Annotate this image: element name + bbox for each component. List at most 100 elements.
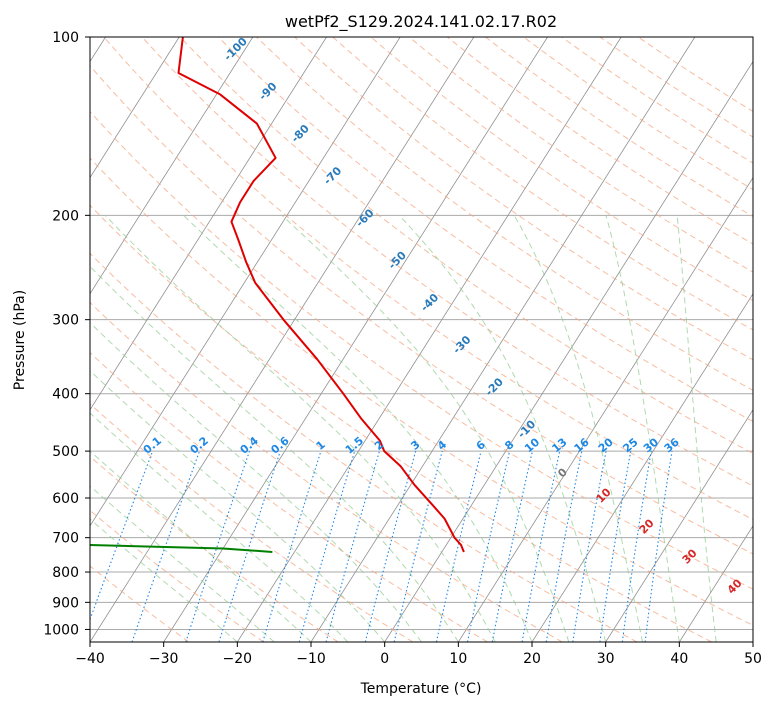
mixing-ratio-line bbox=[325, 450, 380, 642]
moist-adiabat-line bbox=[676, 215, 717, 642]
y-tick-label: 200 bbox=[52, 208, 79, 224]
x-tick-label: −20 bbox=[223, 651, 253, 667]
mixing-ratio-label: 20 bbox=[596, 435, 616, 455]
dry-adiabat-line bbox=[90, 157, 753, 627]
isotherm-line bbox=[163, 37, 548, 642]
dry-adiabat-line bbox=[90, 252, 638, 642]
dry-adiabat-label: 20 bbox=[637, 516, 657, 536]
x-tick-label: 10 bbox=[449, 651, 467, 667]
moist-adiabat-line bbox=[90, 321, 422, 642]
y-tick-label: 700 bbox=[52, 531, 79, 547]
mixing-ratio-line bbox=[435, 450, 482, 642]
isotherm-line bbox=[90, 37, 254, 295]
mixing-ratio-label: 4 bbox=[435, 438, 449, 453]
dry-adiabat-label: -50 bbox=[386, 248, 409, 271]
temperature-profile-line bbox=[177, 37, 465, 553]
y-tick-label: 600 bbox=[52, 491, 79, 507]
mixing-ratio-label: 1.5 bbox=[343, 434, 366, 456]
mixing-ratio-label: 0.1 bbox=[141, 434, 164, 456]
y-tick-label: 300 bbox=[52, 313, 79, 329]
dewpoint-profile-line bbox=[90, 543, 273, 553]
moist-adiabat-line bbox=[90, 412, 349, 642]
moist-adiabat-line bbox=[90, 370, 386, 642]
mixing-ratio-label: 13 bbox=[549, 436, 569, 456]
dry-adiabat-label: 30 bbox=[680, 546, 700, 566]
chart-title: wetPf2_S129.2024.141.02.17.R02 bbox=[285, 12, 557, 32]
mixing-ratio-line bbox=[545, 450, 583, 642]
mixing-ratio-label: 0.6 bbox=[268, 434, 292, 457]
y-tick-label: 1000 bbox=[43, 622, 79, 638]
moist-adiabat-line bbox=[90, 450, 312, 642]
mixing-ratio-label: 0.2 bbox=[188, 434, 211, 456]
dry-adiabat-label: -20 bbox=[483, 375, 506, 398]
dry-adiabat-label: -100 bbox=[221, 35, 250, 64]
background-grid bbox=[90, 37, 753, 642]
mixing-ratio-label: 6 bbox=[474, 438, 488, 453]
data-layer bbox=[90, 37, 465, 553]
moist-adiabat-line bbox=[90, 485, 275, 642]
dry-adiabat-line bbox=[90, 565, 190, 642]
moist-adiabat-line bbox=[90, 265, 459, 642]
isotherm-line bbox=[531, 292, 753, 642]
mixing-ratio-line bbox=[466, 450, 511, 642]
y-tick-label: 500 bbox=[52, 444, 79, 460]
dry-adiabat-line bbox=[90, 110, 753, 590]
dry-adiabat-line bbox=[90, 301, 563, 642]
mixing-ratio-line bbox=[185, 450, 251, 642]
dry-adiabat-line bbox=[90, 455, 339, 642]
mixing-ratio-label: 16 bbox=[572, 435, 592, 455]
x-tick-label: 50 bbox=[744, 651, 762, 667]
isotherm-line bbox=[605, 409, 753, 642]
isotherm-line bbox=[90, 37, 327, 411]
y-tick-label: 100 bbox=[52, 30, 79, 46]
y-tick-label: 400 bbox=[52, 387, 79, 403]
x-tick-label: −30 bbox=[149, 651, 179, 667]
dry-adiabat-label: -80 bbox=[289, 122, 312, 145]
dry-adiabat-label: 40 bbox=[725, 576, 745, 596]
y-tick-label: 800 bbox=[52, 565, 79, 581]
dry-adiabat-line bbox=[408, 37, 753, 273]
dry-adiabat-line bbox=[217, 37, 753, 423]
mixing-ratio-line bbox=[621, 451, 652, 642]
isotherm-line bbox=[90, 37, 180, 179]
dry-adiabat-line bbox=[446, 37, 753, 245]
mixing-ratio-line bbox=[644, 451, 673, 642]
isotherm-line bbox=[90, 37, 401, 527]
line-labels: 0.1 0.2 0.4 0.6 1 1.5 2 3 4 6 8 10 13 16 20 25 30 36-100-… bbox=[141, 35, 745, 597]
dry-adiabat-label: -70 bbox=[321, 164, 344, 187]
dry-adiabat-line bbox=[90, 509, 264, 642]
x-tick-label: −10 bbox=[296, 651, 326, 667]
y-axis-label: Pressure (hPa) bbox=[12, 290, 28, 390]
x-tick-label: 0 bbox=[380, 651, 389, 667]
moist-adiabat-line bbox=[281, 214, 570, 642]
moist-adiabat-line bbox=[104, 214, 496, 642]
plot-frame bbox=[89, 36, 754, 643]
mixing-ratio-label: 0.4 bbox=[238, 434, 262, 457]
dry-adiabat-label: -40 bbox=[418, 291, 441, 314]
x-tick-label: 40 bbox=[670, 651, 688, 667]
axes: −40 −30 −20 −10 0 10 20 30 40 5010020030040050060… bbox=[43, 30, 762, 667]
mixing-ratio-label: 36 bbox=[662, 435, 682, 455]
mixing-ratio-line bbox=[491, 450, 533, 642]
dry-adiabat-line bbox=[485, 37, 753, 218]
dry-adiabat-line bbox=[90, 351, 488, 642]
mixing-ratio-line bbox=[218, 450, 281, 642]
mixing-ratio-label: 30 bbox=[641, 435, 661, 455]
mixing-ratio-line bbox=[572, 450, 607, 642]
mixing-ratio-line bbox=[521, 450, 561, 642]
dry-adiabat-line bbox=[90, 403, 414, 642]
dry-adiabat-line bbox=[256, 37, 753, 391]
mixing-ratio-label: 25 bbox=[620, 436, 640, 456]
dry-adiabat-line bbox=[294, 37, 753, 361]
isotherm-line bbox=[457, 176, 753, 642]
x-axis-label: Temperature (°C) bbox=[360, 681, 482, 697]
dry-adiabat-line bbox=[561, 37, 753, 164]
isotherm-line bbox=[384, 60, 753, 642]
isotherm-line bbox=[90, 37, 475, 642]
isotherm-line bbox=[310, 37, 696, 642]
dry-adiabat-line bbox=[332, 37, 753, 331]
dry-adiabat-line bbox=[103, 37, 753, 521]
dry-adiabat-label: -90 bbox=[256, 80, 279, 103]
x-tick-label: −40 bbox=[75, 651, 105, 667]
